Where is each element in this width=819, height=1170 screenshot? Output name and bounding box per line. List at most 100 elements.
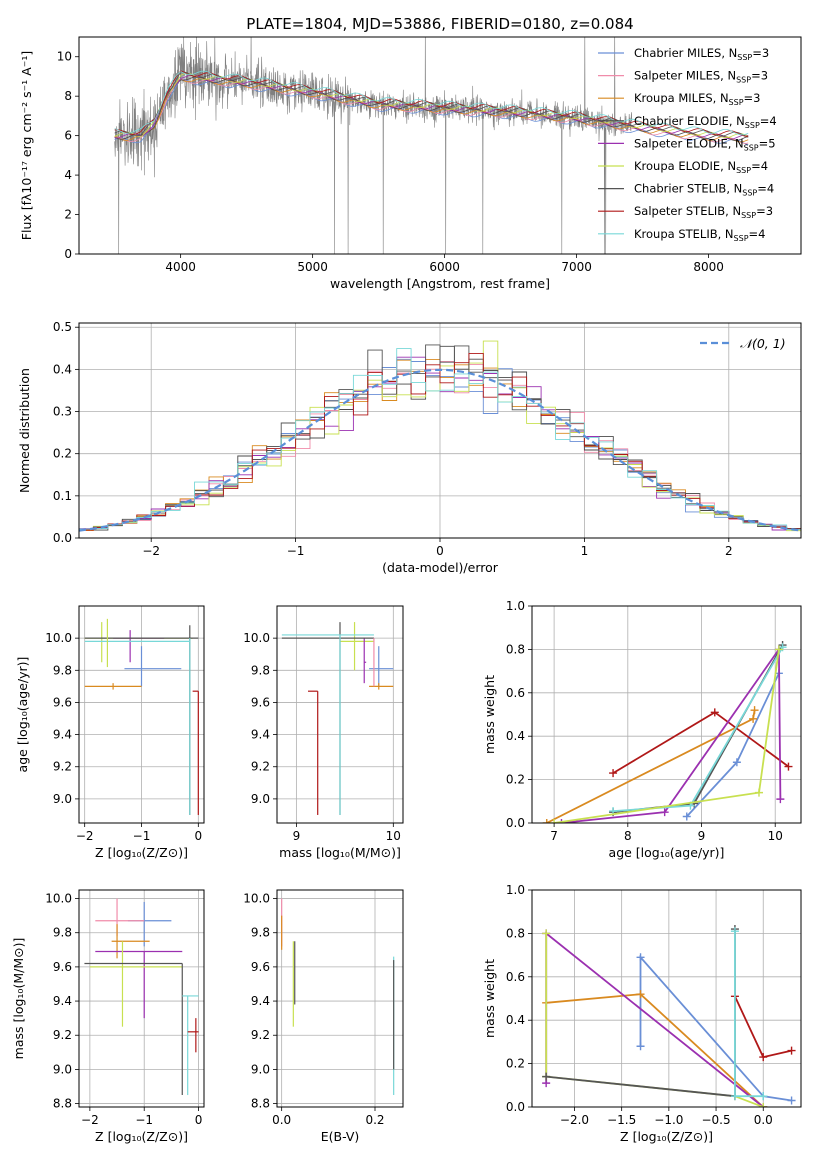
y-tick-label: 10.0 bbox=[45, 631, 72, 645]
y-tick-label: 9.2 bbox=[251, 1028, 270, 1042]
y-tick-label: 9.0 bbox=[53, 1062, 72, 1076]
weight-marker bbox=[732, 758, 741, 767]
legend-eq: =4 bbox=[757, 182, 774, 196]
legend-entry: Chabrier MILES, NSSP=3 bbox=[634, 46, 769, 62]
plot-area-weight_z bbox=[542, 925, 796, 1107]
x-axis-label: Z [log₁₀(Z/Z⊙)] bbox=[95, 1129, 188, 1144]
x-tick-label: −2 bbox=[76, 829, 94, 843]
x-tick-label: 10 bbox=[386, 829, 401, 843]
legend-name: Chabrier MILES, N bbox=[634, 46, 737, 60]
x-tick-label: −1 bbox=[135, 1113, 153, 1127]
weight-marker bbox=[787, 1046, 796, 1055]
y-tick-label: 0.6 bbox=[506, 970, 525, 984]
y-tick-label: 0.0 bbox=[506, 816, 525, 830]
legend-eq: =5 bbox=[759, 136, 776, 150]
weight-line bbox=[561, 646, 782, 823]
x-tick-label: 0 bbox=[194, 829, 202, 843]
x-axis-label: Z [log₁₀(Z/Z⊙)] bbox=[620, 1129, 713, 1144]
axes-age_mass: 9 10 9.0 9.2 9.4 9.6 9.8 10.0 mass [log₁₀(M/M⊙)] bbox=[243, 605, 404, 860]
legend-sub: SSP bbox=[729, 98, 744, 107]
plot-area-mass_ebv bbox=[281, 898, 395, 1096]
weight-marker bbox=[759, 1092, 768, 1101]
error-point bbox=[363, 638, 367, 684]
figure-title: PLATE=1804, MJD=53886, FIBERID=0180, z=0… bbox=[246, 15, 633, 33]
axes-frame bbox=[276, 889, 404, 1108]
legend-name: Kroupa ELODIE, N bbox=[634, 159, 736, 173]
weight-marker bbox=[660, 808, 669, 817]
gaussian-curve bbox=[79, 368, 801, 532]
x-tick-label: 0.0 bbox=[754, 1113, 773, 1127]
x-tick-label: 4000 bbox=[165, 260, 196, 274]
y-axis-label: Normed distribution bbox=[17, 368, 32, 493]
weight-series-krou_elodie bbox=[550, 645, 783, 823]
x-tick-label: −1.0 bbox=[654, 1113, 683, 1127]
y-tick-label: 0 bbox=[64, 247, 72, 261]
legend-eq: =3 bbox=[751, 69, 768, 83]
data-spectrum-line bbox=[114, 37, 633, 254]
y-axis-label: age [log₁₀(age/yr)] bbox=[15, 657, 30, 773]
legend-eq: =3 bbox=[744, 91, 761, 105]
y-tick-label: 9.4 bbox=[53, 728, 72, 742]
plot-area-hist bbox=[79, 340, 801, 532]
error-point bbox=[84, 638, 191, 815]
x-axis-label: Z [log₁₀(Z/Z⊙)] bbox=[95, 845, 188, 860]
weight-series-salp_stelib bbox=[609, 708, 793, 778]
y-tick-label: 9.0 bbox=[251, 1062, 270, 1076]
y-tick-label: 9.2 bbox=[53, 760, 72, 774]
x-tick-label: 1 bbox=[581, 544, 589, 558]
x-tick-label: −1 bbox=[133, 829, 151, 843]
weight-marker bbox=[787, 1096, 796, 1105]
weight-marker bbox=[759, 1103, 768, 1107]
y-tick-label: 6 bbox=[64, 129, 72, 143]
weight-line bbox=[613, 644, 784, 813]
y-tick-label: 8.8 bbox=[53, 1097, 72, 1111]
error-point bbox=[95, 950, 183, 1019]
axes-hist: −2 −1 0 1 2 0.0 0.1 0.2 0.3 0.4 0.5 (data-model)/er… bbox=[17, 320, 802, 575]
y-tick-label: 8.8 bbox=[251, 1097, 270, 1111]
y-tick-label: 9.0 bbox=[53, 792, 72, 806]
y-tick-label: 9.6 bbox=[53, 960, 72, 974]
y-tick-label: 0.5 bbox=[53, 320, 72, 334]
x-tick-label: 9 bbox=[293, 829, 301, 843]
legend-eq: =4 bbox=[760, 114, 777, 128]
model-line-chab_elodie bbox=[114, 76, 749, 141]
x-tick-label: 8 bbox=[624, 829, 632, 843]
x-tick-label: −1 bbox=[287, 544, 305, 558]
weight-line bbox=[639, 954, 792, 1102]
error-point bbox=[281, 634, 374, 815]
x-tick-label: 10 bbox=[768, 829, 783, 843]
y-tick-label: 9.8 bbox=[251, 926, 270, 940]
hist-step-krou_stelib bbox=[79, 348, 801, 531]
y-tick-label: 1.0 bbox=[506, 883, 525, 897]
x-tick-label: 2 bbox=[725, 544, 733, 558]
error-point bbox=[89, 941, 183, 1027]
y-axis-label: mass weight bbox=[482, 675, 497, 754]
legend-eq: =4 bbox=[751, 159, 768, 173]
error-point bbox=[369, 683, 394, 690]
weight-marker bbox=[784, 762, 793, 771]
weight-marker bbox=[542, 819, 551, 823]
weight-marker bbox=[754, 788, 763, 797]
legend-name: Chabrier STELIB, N bbox=[634, 182, 742, 196]
axes-frame bbox=[78, 605, 205, 824]
error-point bbox=[308, 690, 319, 815]
x-axis-label: age [log₁₀(age/yr)] bbox=[609, 845, 725, 860]
legend-entry: Chabrier STELIB, NSSP=4 bbox=[634, 182, 774, 198]
y-tick-label: 9.2 bbox=[53, 1028, 72, 1042]
x-axis-label: mass [log₁₀(M/M⊙)] bbox=[279, 845, 401, 860]
x-tick-label: 5000 bbox=[297, 260, 328, 274]
legend-entry: 𝒩(0, 1) bbox=[740, 336, 786, 351]
x-tick-label: 0 bbox=[195, 1113, 203, 1127]
x-tick-label: 9 bbox=[698, 829, 706, 843]
y-tick-label: 9.0 bbox=[251, 792, 270, 806]
y-tick-label: 0.0 bbox=[53, 531, 72, 545]
y-tick-label: 9.6 bbox=[251, 960, 270, 974]
x-tick-label: −1.5 bbox=[607, 1113, 636, 1127]
weight-marker bbox=[636, 953, 645, 962]
x-axis-label: wavelength [Angstrom, rest frame] bbox=[330, 276, 550, 291]
plot-area-age_mass bbox=[281, 622, 394, 815]
legend-sub: SSP bbox=[745, 121, 760, 130]
axes-frame bbox=[78, 322, 802, 539]
error-point bbox=[187, 1018, 199, 1053]
